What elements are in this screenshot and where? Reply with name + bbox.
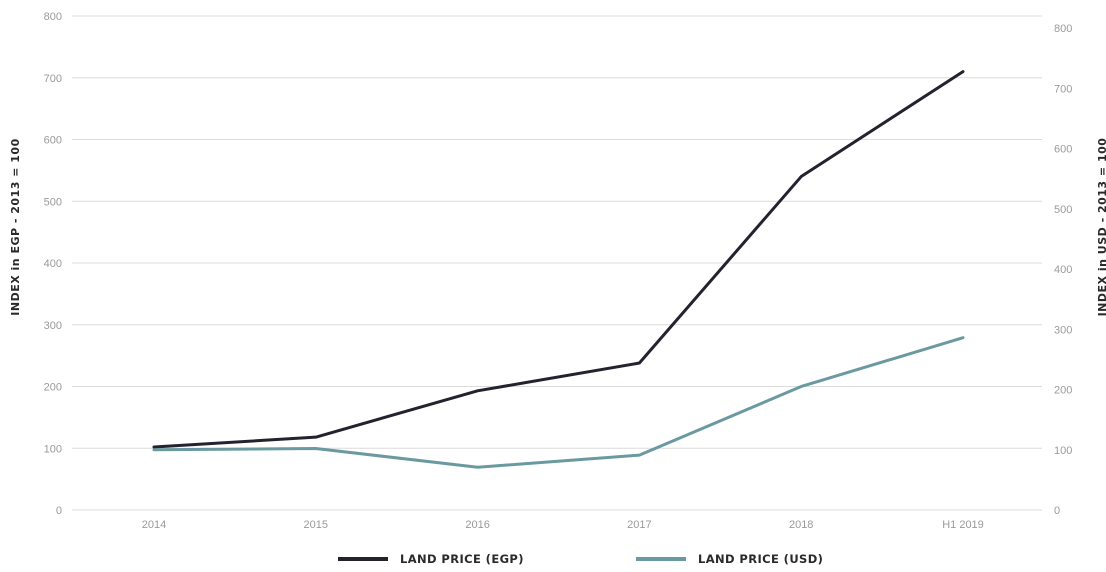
x-tick-label: H1 2019 bbox=[942, 519, 984, 531]
legend-item-egp: LAND PRICE (EGP) bbox=[338, 552, 524, 566]
series-line-usd bbox=[152, 336, 965, 469]
x-tick-label: 2017 bbox=[627, 519, 651, 531]
x-axis-ticks: 2014 2015 2016 2017 2018 H1 2019 bbox=[142, 519, 984, 531]
left-tick-label: 400 bbox=[44, 258, 62, 270]
left-tick-label: 700 bbox=[44, 73, 62, 85]
x-tick-label: 2014 bbox=[142, 519, 166, 531]
x-tick-label: 2018 bbox=[789, 519, 813, 531]
left-tick-label: 0 bbox=[56, 505, 62, 517]
left-tick-label: 100 bbox=[44, 443, 62, 455]
x-tick-label: 2015 bbox=[304, 519, 328, 531]
right-tick-label: 600 bbox=[1054, 144, 1072, 156]
legend-swatch-usd bbox=[636, 557, 686, 561]
right-tick-label: 0 bbox=[1054, 505, 1060, 517]
right-tick-label: 700 bbox=[1054, 83, 1072, 95]
left-tick-label: 500 bbox=[44, 196, 62, 208]
right-tick-label: 800 bbox=[1054, 23, 1072, 35]
legend-label-egp: LAND PRICE (EGP) bbox=[400, 552, 524, 566]
legend-swatch-egp bbox=[338, 557, 388, 561]
gridlines bbox=[72, 15, 1042, 511]
series-line-egp bbox=[152, 70, 965, 449]
left-tick-label: 600 bbox=[44, 135, 62, 147]
legend: LAND PRICE (EGP) LAND PRICE (USD) bbox=[0, 552, 1106, 572]
right-axis-title: INDEX in USD - 2013 = 100 bbox=[1096, 138, 1106, 317]
right-axis-ticks: 0 100 200 300 400 500 600 700 800 bbox=[1054, 23, 1072, 517]
series-lines bbox=[152, 70, 965, 469]
left-axis-ticks: 0 100 200 300 400 500 600 700 800 bbox=[44, 11, 62, 517]
legend-label-usd: LAND PRICE (USD) bbox=[698, 552, 824, 566]
right-tick-label: 200 bbox=[1054, 385, 1072, 397]
left-axis-title: INDEX in EGP - 2013 = 100 bbox=[9, 138, 22, 315]
right-tick-label: 500 bbox=[1054, 204, 1072, 216]
right-tick-label: 300 bbox=[1054, 324, 1072, 336]
right-tick-label: 100 bbox=[1054, 445, 1072, 457]
left-tick-label: 800 bbox=[44, 11, 62, 23]
legend-item-usd: LAND PRICE (USD) bbox=[636, 552, 823, 566]
x-tick-label: 2016 bbox=[465, 519, 489, 531]
left-tick-label: 200 bbox=[44, 382, 62, 394]
right-tick-label: 400 bbox=[1054, 264, 1072, 276]
left-tick-label: 300 bbox=[44, 320, 62, 332]
